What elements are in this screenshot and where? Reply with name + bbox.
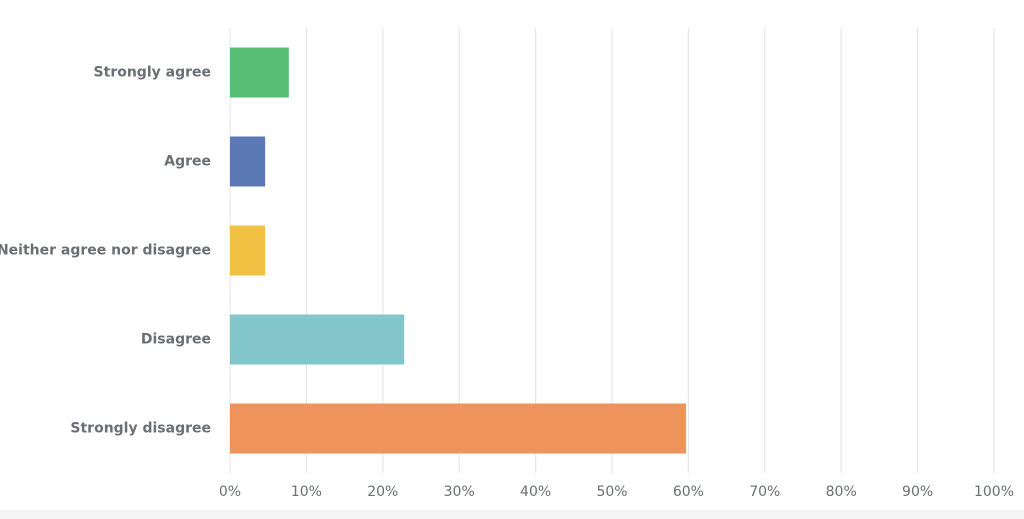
bar	[230, 47, 289, 98]
x-tick-label: 40%	[520, 484, 551, 500]
x-tick-label: 20%	[367, 484, 398, 500]
bar	[230, 314, 405, 365]
x-tick-label: 60%	[673, 484, 704, 500]
x-tick-label: 0%	[219, 484, 241, 500]
y-tick-label: Strongly disagree	[70, 421, 211, 437]
x-tick-label: 100%	[974, 484, 1014, 500]
x-tick-label: 90%	[902, 484, 933, 500]
bar	[230, 403, 687, 454]
x-tick-label: 10%	[291, 484, 322, 500]
bar	[230, 136, 266, 187]
footer-strip	[0, 510, 1024, 519]
y-tick-label: Disagree	[141, 332, 211, 348]
x-tick-label: 80%	[826, 484, 857, 500]
x-tick-label: 70%	[749, 484, 780, 500]
x-tick-label: 30%	[444, 484, 475, 500]
y-tick-label: Neither agree nor disagree	[0, 243, 211, 259]
y-tick-label: Strongly agree	[94, 65, 211, 81]
y-tick-label: Agree	[164, 154, 211, 170]
bar	[230, 225, 266, 276]
x-tick-label: 50%	[596, 484, 627, 500]
